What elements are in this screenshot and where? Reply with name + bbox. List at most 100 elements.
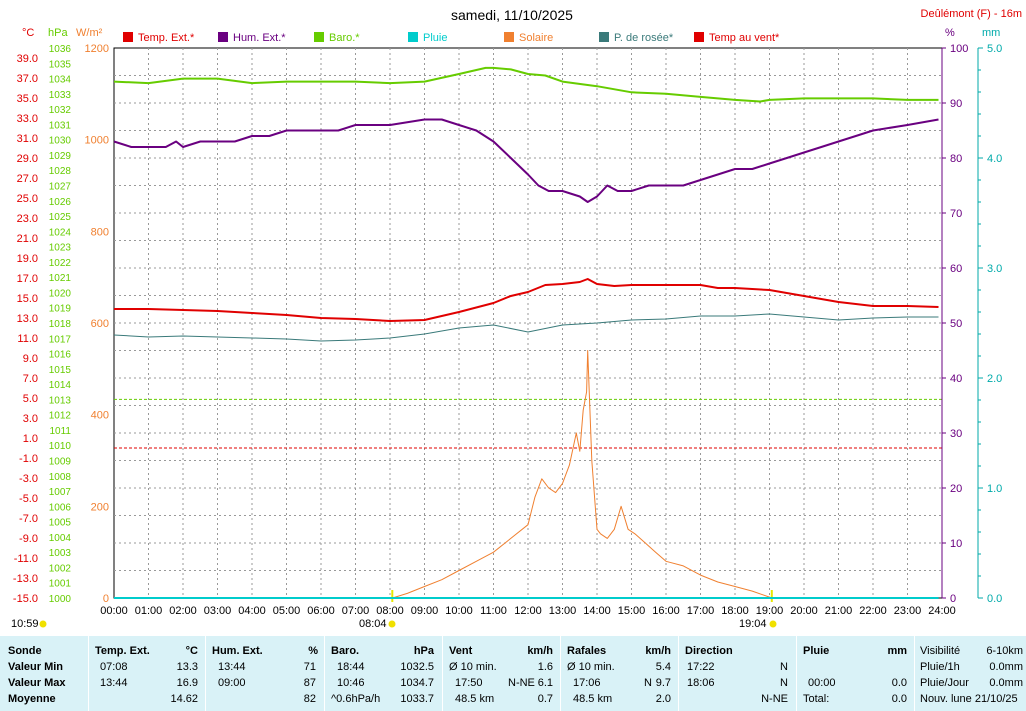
- header-pluie: Pluie: [803, 645, 830, 657]
- x-tick-label: 00:00: [100, 605, 128, 617]
- y-tick-label-temp: 39.0: [17, 53, 38, 65]
- y-tick-label-hum: 0: [950, 593, 956, 605]
- legend-swatch: [694, 32, 704, 42]
- legend-swatch: [504, 32, 514, 42]
- series-line-temp-ext: [114, 278, 939, 322]
- header-sonde: Sonde: [8, 645, 42, 657]
- unit-solar: W/m²: [76, 27, 103, 39]
- y-tick-label-temp: 37.0: [17, 73, 38, 85]
- cell-temp-value: 13.3: [176, 661, 198, 673]
- cell-direction-value: N: [780, 661, 788, 673]
- misc-label: Pluie/Jour: [920, 677, 969, 689]
- y-tick-label-baro: 1031: [49, 120, 72, 131]
- cell-vent-value: 1.6: [537, 661, 553, 673]
- y-tick-label-solar: 1000: [85, 135, 109, 147]
- cell-rafales-distance: 48.5 km: [573, 693, 613, 705]
- y-tick-label-baro: 1030: [49, 136, 72, 147]
- x-tick-label: 05:00: [273, 605, 301, 617]
- cell-rafales-value: 5.4: [655, 661, 671, 673]
- legend-label: Baro.*: [329, 32, 360, 44]
- y-tick-label-temp: 29.0: [17, 153, 38, 165]
- y-tick-label-temp: 27.0: [17, 173, 38, 185]
- cell-hum-value: 71: [303, 661, 316, 673]
- cell-vent-value: 6.1: [537, 677, 553, 689]
- cell-pluie-total-label: Total:: [803, 693, 830, 705]
- x-tick-label: 09:00: [411, 605, 439, 617]
- y-tick-label-baro: 1035: [49, 59, 72, 70]
- y-tick-label-temp: -5.0: [19, 493, 38, 505]
- y-tick-label-baro: 1013: [49, 395, 72, 406]
- cell-direction-value: N-NE: [761, 693, 788, 705]
- unit-baro: hPa: [48, 27, 68, 39]
- y-tick-label-baro: 1020: [49, 288, 72, 299]
- weather-chart: 00:00 01:00 02:00 03:00 04:00 05:00 06:00 07:00…: [11, 7, 1022, 630]
- moon-icon: [39, 620, 47, 628]
- y-tick-label-baro: 1015: [49, 365, 72, 376]
- chart-legend: Temp. Ext.* Hum. Ext.* Baro.* Pluie Solaire P…: [123, 32, 780, 44]
- chart-grid: [113, 47, 943, 599]
- header-rafales-unit: km/h: [645, 645, 671, 657]
- header-temp: Temp. Ext.: [95, 645, 150, 657]
- misc-value: 6-10km: [986, 645, 1023, 657]
- y-tick-label-baro: 1016: [49, 350, 72, 361]
- header-direction: Direction: [685, 645, 733, 657]
- y-tick-label-hum: 60: [950, 263, 962, 275]
- cell-direction-time: 18:06: [687, 677, 715, 689]
- y-tick-label-baro: 1027: [49, 182, 72, 193]
- y-tick-label-baro: 1001: [49, 579, 72, 590]
- y-tick-label-baro: 1008: [49, 472, 72, 483]
- y-tick-label-baro: 1010: [49, 441, 72, 452]
- cell-pluie-value: 0.0: [891, 693, 907, 705]
- legend-swatch: [599, 32, 609, 42]
- y-tick-label-temp: -9.0: [19, 533, 38, 545]
- y-tick-label-baro: 1018: [49, 319, 72, 330]
- y-tick-label-solar: 1200: [85, 43, 109, 55]
- y-tick-label-hum: 50: [950, 318, 962, 330]
- x-tick-label: 22:00: [859, 605, 887, 617]
- x-tick-label: 13:00: [549, 605, 577, 617]
- y-tick-label-temp: 17.0: [17, 273, 38, 285]
- y-tick-label-baro: 1032: [49, 105, 72, 116]
- sunrise-icon: [388, 620, 396, 628]
- y-tick-label-baro: 1028: [49, 166, 72, 177]
- x-tick-label: 01:00: [135, 605, 163, 617]
- cell-baro-time: 10:46: [337, 677, 365, 689]
- y-tick-label-baro: 1036: [49, 44, 72, 55]
- cell-pluie-time: 00:00: [808, 677, 836, 689]
- y-tick-label-hum: 90: [950, 98, 962, 110]
- header-vent-unit: km/h: [527, 645, 553, 657]
- header-hum: Hum. Ext.: [212, 645, 263, 657]
- x-tick-label: 12:00: [514, 605, 542, 617]
- cell-baro-trend: ^0.6hPa/h: [331, 693, 381, 705]
- cell-hum-value: 87: [303, 677, 316, 689]
- header-hum-unit: %: [308, 645, 318, 657]
- cell-rafales-value: 9.7: [655, 677, 671, 689]
- y-tick-label-baro: 1004: [49, 533, 72, 544]
- misc-label: Pluie/1h: [920, 661, 960, 673]
- y-tick-label-solar: 600: [91, 318, 109, 330]
- header-rafales: Rafales: [567, 645, 607, 657]
- legend-swatch: [408, 32, 418, 42]
- y-tick-label-temp: -7.0: [19, 513, 38, 525]
- y-tick-label-temp: 11.0: [17, 333, 38, 345]
- y-tick-label-hum: 40: [950, 373, 962, 385]
- legend-label: Temp au vent*: [709, 32, 780, 44]
- y-tick-label-temp: 35.0: [17, 93, 38, 105]
- y-tick-label-temp: -11.0: [14, 553, 38, 565]
- y-tick-label-temp: 25.0: [17, 193, 38, 205]
- y-tick-label-baro: 1024: [49, 227, 72, 238]
- y-tick-label-solar: 0: [103, 593, 109, 605]
- column-divider: [324, 636, 325, 711]
- header-baro: Baro.: [331, 645, 360, 657]
- y-tick-label-baro: 1005: [49, 518, 72, 529]
- cell-hum-time: 13:44: [218, 661, 246, 673]
- y-tick-label-solar: 400: [91, 410, 109, 422]
- chart-date-title: samedi, 11/10/2025: [451, 7, 573, 23]
- y-tick-label-temp: 1.0: [23, 433, 38, 445]
- cell-temp-value: 16.9: [176, 677, 198, 689]
- y-tick-label-baro: 1006: [49, 502, 72, 513]
- legend-swatch: [314, 32, 324, 42]
- cell-rafales-time: Ø 10 min.: [567, 661, 615, 673]
- stats-table: Sonde Temp. Ext. °C Hum. Ext. % Baro. hP…: [0, 636, 1026, 711]
- y-tick-label-rain: 4.0: [987, 153, 1002, 165]
